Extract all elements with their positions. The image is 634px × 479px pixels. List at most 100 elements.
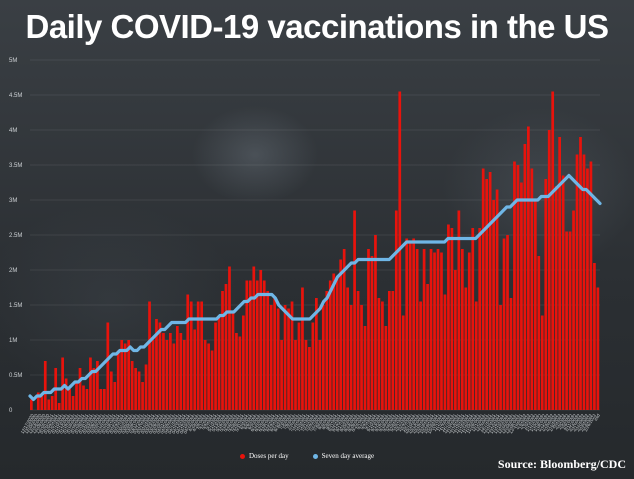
bar: [527, 126, 530, 410]
bar: [474, 301, 478, 410]
bar: [384, 326, 388, 410]
bar: [304, 340, 308, 410]
bar: [565, 231, 568, 410]
bar: [509, 298, 513, 410]
bar: [82, 385, 85, 410]
bar: [467, 252, 471, 410]
bar: [116, 350, 120, 410]
bar: [92, 368, 96, 410]
bar: [221, 291, 224, 410]
bar: [231, 312, 235, 410]
bar: [506, 235, 509, 410]
bar: [367, 249, 370, 410]
bar: [440, 252, 443, 410]
bar: [96, 361, 99, 410]
bar: [57, 403, 61, 410]
bar: [495, 189, 499, 410]
bar: [238, 336, 242, 410]
bar: [71, 396, 75, 410]
bar: [412, 238, 416, 410]
bar: [593, 263, 596, 410]
bar: [492, 200, 495, 410]
legend-label-average: Seven day average: [321, 452, 375, 460]
bar: [203, 340, 207, 410]
bar: [262, 280, 266, 410]
bar: [308, 347, 311, 410]
y-tick-label: 1M: [9, 338, 17, 344]
bar: [391, 291, 395, 410]
y-tick-label: 4.5M: [9, 93, 22, 99]
bar: [242, 315, 245, 410]
bar: [544, 179, 548, 410]
bar: [454, 270, 457, 410]
bar: [596, 287, 600, 410]
bar: [259, 270, 263, 410]
bar: [228, 266, 231, 410]
chart-title: Daily COVID-19 vaccinations in the US: [25, 8, 609, 45]
legend-swatch-doses: [240, 453, 245, 459]
legend-item-average: Seven day average: [312, 452, 375, 460]
bar: [426, 284, 429, 410]
x-tick-label: mid: [593, 413, 601, 422]
bar: [165, 340, 169, 410]
bar: [568, 231, 572, 410]
bar: [172, 343, 176, 410]
bar: [200, 301, 204, 410]
bar: [36, 392, 40, 410]
bar: [394, 210, 398, 410]
bar: [207, 343, 210, 410]
bar: [346, 287, 349, 410]
bar: [224, 284, 228, 410]
bar: [40, 396, 44, 410]
bar: [339, 259, 343, 410]
legend: Doses per day Seven day average: [240, 452, 374, 460]
bar: [561, 175, 565, 410]
bar: [148, 301, 151, 410]
bar: [513, 161, 516, 410]
legend-item-doses: Doses per day: [240, 452, 289, 460]
bar: [120, 340, 124, 410]
bar: [464, 287, 468, 410]
bar: [179, 333, 183, 410]
bar: [175, 326, 179, 410]
bar: [78, 368, 82, 410]
bar: [301, 287, 304, 410]
bar: [123, 343, 127, 410]
bar: [235, 333, 238, 410]
bar: [266, 291, 270, 410]
bar: [245, 280, 249, 410]
y-tick-label: 0.5M: [9, 373, 22, 379]
bar: [374, 235, 377, 410]
bar: [210, 350, 214, 410]
bar: [158, 322, 162, 410]
bar: [558, 137, 561, 410]
bar: [457, 210, 461, 410]
y-tick-label: 0: [9, 408, 13, 414]
bar: [332, 273, 336, 410]
bar: [106, 322, 110, 410]
bar: [155, 319, 158, 410]
bar: [61, 357, 64, 410]
bar: [134, 368, 137, 410]
bar: [196, 301, 200, 410]
bar: [169, 333, 172, 410]
bar: [415, 249, 419, 410]
bar: [50, 396, 54, 410]
legend-swatch-average: [312, 453, 318, 459]
bar: [478, 228, 482, 410]
bar: [516, 165, 520, 410]
bar: [75, 382, 78, 410]
bar: [287, 308, 290, 410]
bar: [488, 172, 492, 410]
bar: [214, 322, 217, 410]
bar: [186, 294, 190, 410]
bar: [360, 305, 363, 410]
bar: [255, 280, 259, 410]
bar: [387, 291, 391, 410]
bar: [325, 291, 329, 410]
bar: [68, 389, 71, 410]
bar: [276, 308, 280, 410]
bars: [30, 91, 600, 410]
y-tick-label: 1.5M: [9, 303, 22, 309]
bar: [294, 340, 297, 410]
